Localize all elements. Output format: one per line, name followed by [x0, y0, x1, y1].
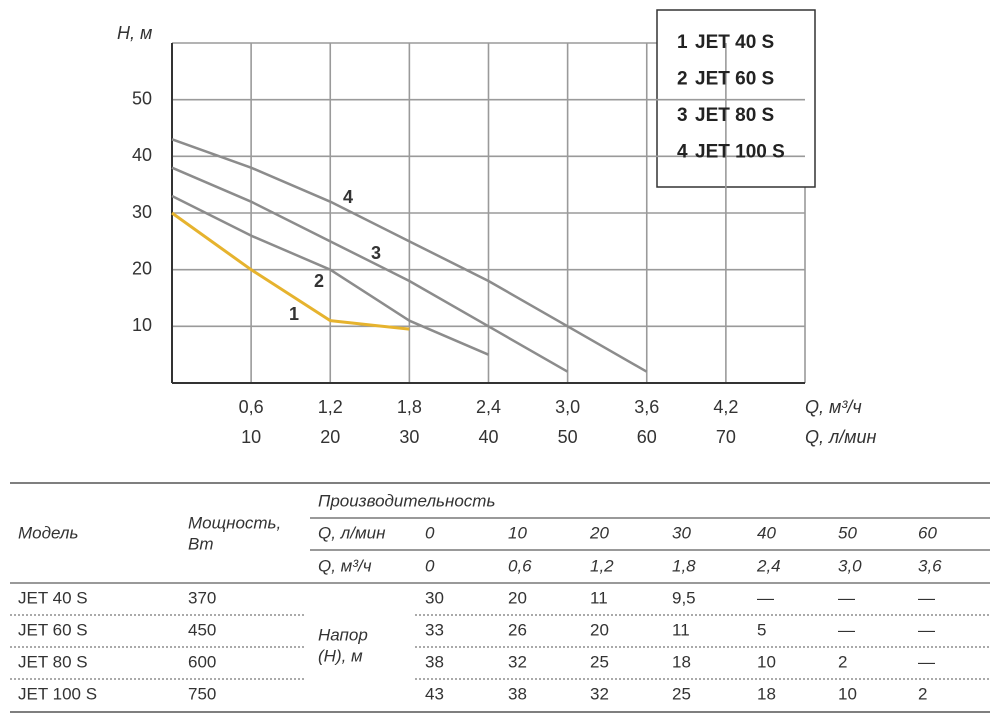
table-cell: 18 [757, 684, 776, 703]
table-header: 20 [589, 523, 609, 542]
table-cell: 20 [508, 588, 527, 607]
table-cell: — [757, 588, 774, 607]
x-tick-label: 3,0 [555, 397, 580, 417]
legend-label: JET 60 S [695, 69, 774, 90]
table-header: 1,2 [590, 556, 614, 575]
table-cell: 600 [188, 652, 216, 671]
legend-label: JET 100 S [695, 142, 785, 163]
y-tick-label: 20 [132, 258, 152, 278]
table-cell: 450 [188, 620, 216, 639]
legend-label: JET 40 S [695, 32, 774, 53]
table-cell: JET 80 S [18, 652, 88, 671]
table-header: 10 [508, 523, 527, 542]
y-tick-label: 40 [132, 145, 152, 165]
table-cell: 2 [918, 684, 927, 703]
table-cell: 20 [590, 620, 609, 639]
table-cell: JET 100 S [18, 684, 97, 703]
x2-tick-label: 30 [399, 427, 419, 447]
legend-label: JET 80 S [695, 105, 774, 126]
x2-tick-label: 60 [637, 427, 657, 447]
x-tick-label: 0,6 [239, 397, 264, 417]
table-cell: 38 [508, 684, 527, 703]
table-cell: 370 [188, 588, 216, 607]
table-cell: 30 [425, 588, 444, 607]
x-tick-label: 1,8 [397, 397, 422, 417]
table-header: 0,6 [508, 556, 532, 575]
table-cell: JET 40 S [18, 588, 88, 607]
y-axis-label: H, м [117, 23, 152, 43]
x-tick-label: 1,2 [318, 397, 343, 417]
x2-axis-label: Q, л/мин [805, 427, 877, 447]
y-tick-label: 30 [132, 202, 152, 222]
table-header: Вт [188, 534, 214, 553]
legend-number: 1 [677, 32, 688, 53]
table-cell: 18 [672, 652, 691, 671]
x-tick-label: 3,6 [634, 397, 659, 417]
table-header: Напор [318, 625, 368, 644]
series-line [171, 194, 489, 356]
y-tick-label: 10 [132, 315, 152, 335]
table-cell: — [918, 620, 935, 639]
table-header: 2,4 [756, 556, 781, 575]
table-header: (Н), м [318, 646, 363, 665]
legend-number: 2 [677, 69, 688, 90]
legend-number: 3 [677, 105, 688, 126]
table-cell: 5 [757, 620, 766, 639]
table-header: Q, м³/ч [318, 556, 372, 575]
table-header: 3,6 [918, 556, 942, 575]
x-axis-label: Q, м³/ч [805, 397, 862, 417]
table-cell: 32 [508, 652, 527, 671]
table-cell: 10 [757, 652, 776, 671]
table-cell: JET 60 S [18, 620, 88, 639]
table-cell: 11 [672, 620, 690, 639]
table-header: 30 [672, 523, 691, 542]
x2-tick-label: 70 [716, 427, 736, 447]
table-cell: 2 [838, 652, 847, 671]
table-header: 50 [838, 523, 857, 542]
table-header: 60 [918, 523, 937, 542]
curve-label: 1 [289, 304, 299, 324]
table-header: 0 [425, 523, 435, 542]
table-header: Q, л/мин [318, 523, 386, 542]
x2-tick-label: 40 [478, 427, 498, 447]
table-cell: 26 [508, 620, 527, 639]
table-cell: — [918, 652, 935, 671]
table-header: 0 [425, 556, 435, 575]
curve-label: 3 [371, 243, 381, 263]
table-cell: 32 [590, 684, 609, 703]
legend-number: 4 [677, 142, 688, 163]
series-line [171, 166, 569, 373]
table-cell: 10 [838, 684, 857, 703]
legend-box [656, 9, 816, 188]
table-cell: 43 [425, 684, 444, 703]
table-header: 40 [757, 523, 776, 542]
x2-tick-label: 20 [320, 427, 340, 447]
table-cell: 33 [425, 620, 444, 639]
x-tick-label: 2,4 [476, 397, 501, 417]
table-cell: — [838, 588, 855, 607]
table-cell: 25 [672, 684, 691, 703]
table-cell: 11 [590, 588, 608, 607]
table-header: 3,0 [838, 556, 862, 575]
table-header: 1,8 [672, 556, 696, 575]
table-cell: — [918, 588, 935, 607]
table-cell: 750 [188, 684, 216, 703]
x2-tick-label: 10 [241, 427, 261, 447]
curve-label: 2 [314, 271, 324, 291]
table-header: Производительность [318, 491, 495, 510]
table-cell: 9,5 [672, 588, 696, 607]
curve-label: 4 [343, 187, 353, 207]
x-tick-label: 4,2 [713, 397, 738, 417]
series-line [171, 138, 648, 373]
table-cell: — [838, 620, 855, 639]
y-tick-label: 50 [132, 88, 152, 108]
x2-tick-label: 50 [558, 427, 578, 447]
table-header: Модель [18, 523, 78, 542]
table-cell: 25 [590, 652, 609, 671]
table-header: Мощность, [188, 513, 281, 532]
table-cell: 38 [425, 652, 444, 671]
series-line [171, 211, 410, 331]
